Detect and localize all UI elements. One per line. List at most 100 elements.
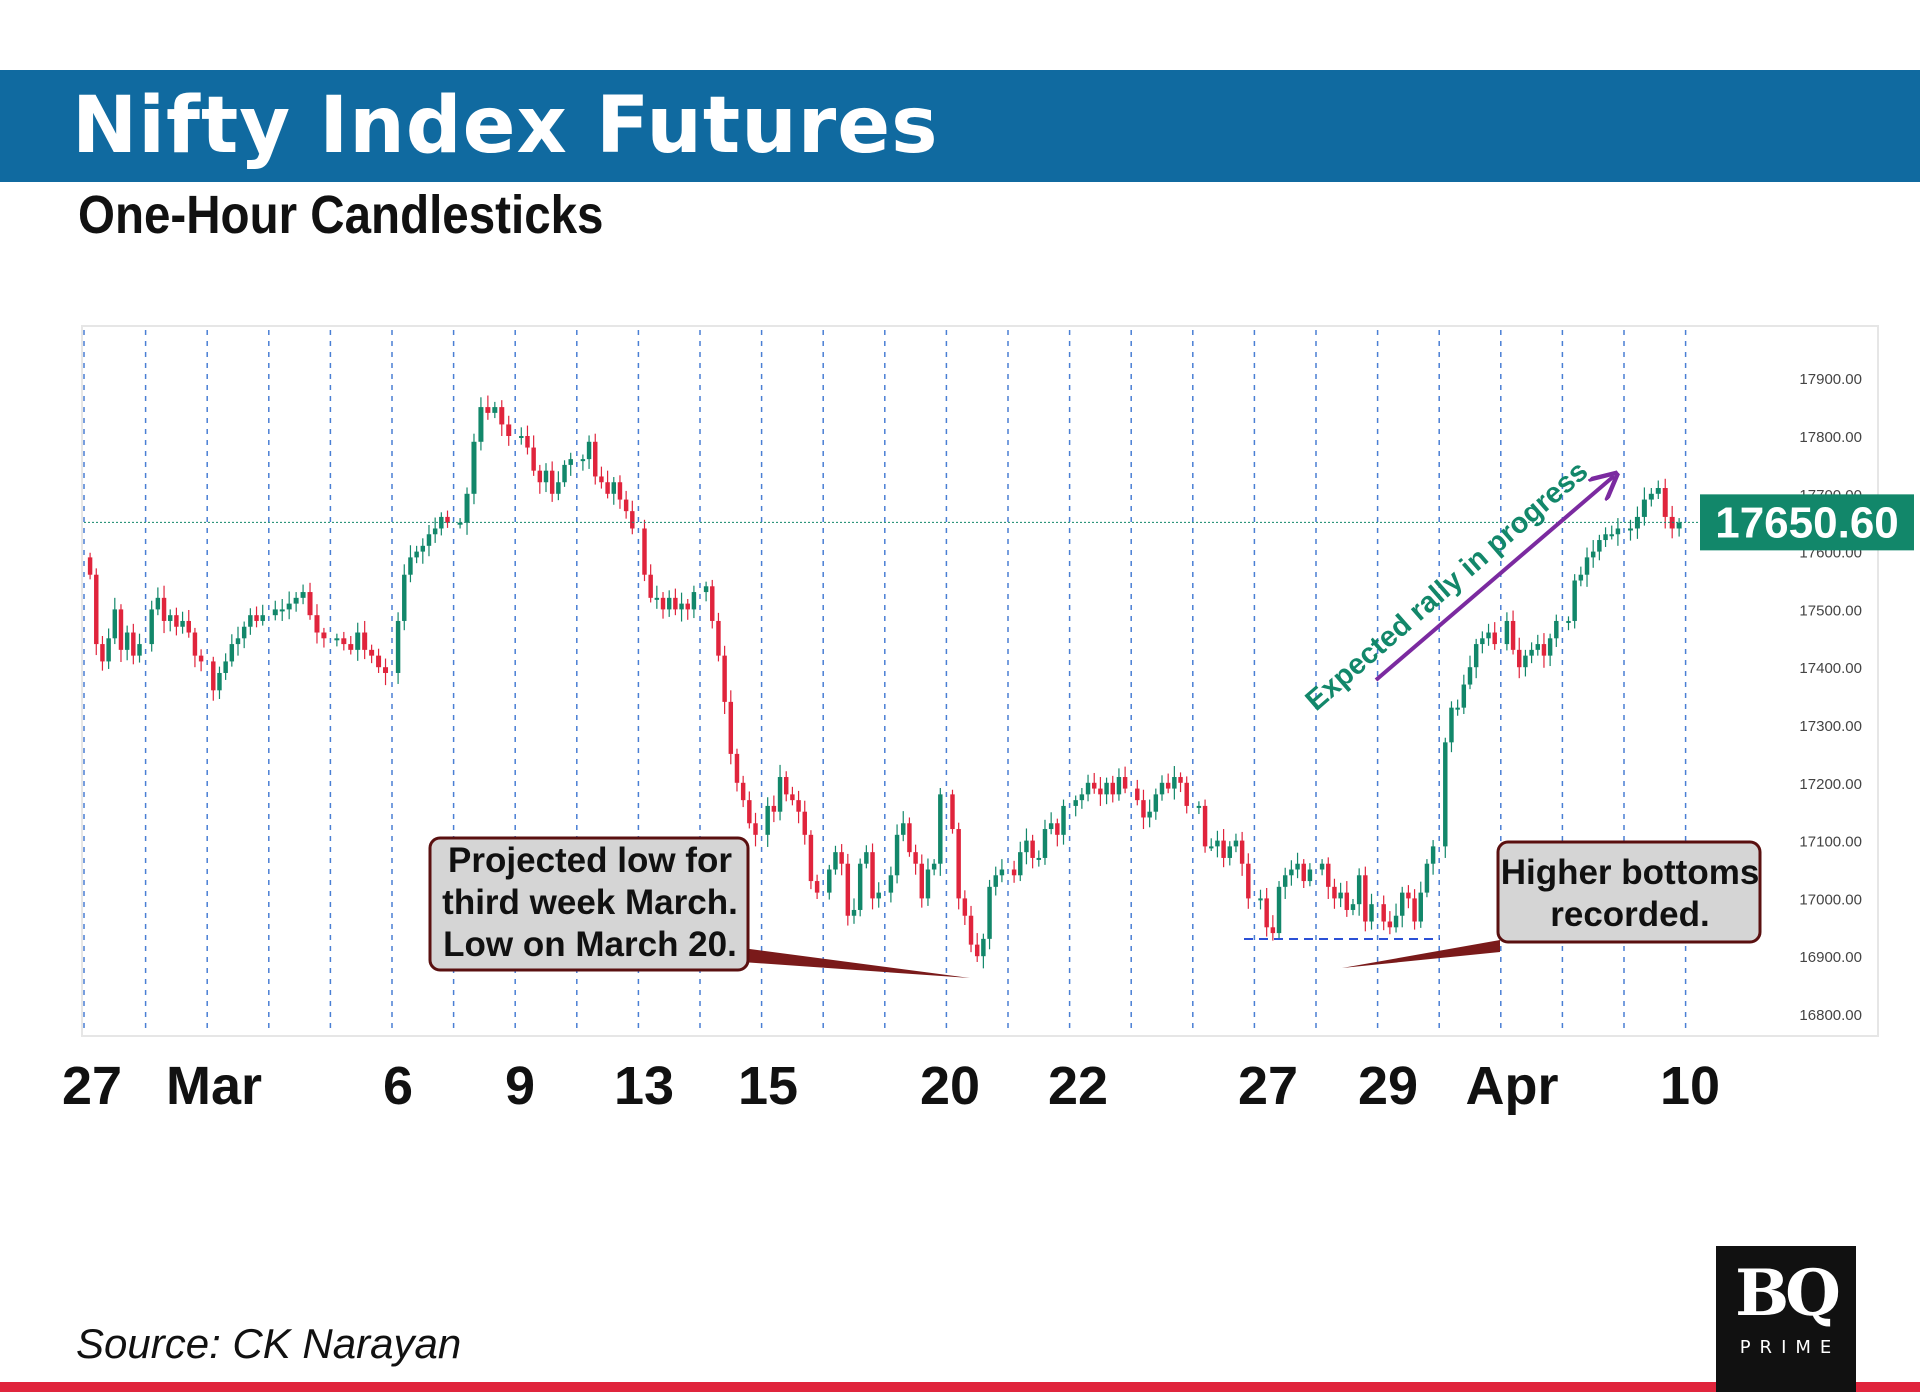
candle xyxy=(660,592,666,619)
candle-body xyxy=(630,511,635,529)
candle-body xyxy=(1332,886,1337,899)
candle xyxy=(1393,903,1399,933)
candle-body xyxy=(1233,840,1239,847)
candle-body xyxy=(839,852,844,864)
candle xyxy=(537,464,543,494)
candle-body xyxy=(492,407,498,413)
candle-body xyxy=(1184,782,1189,806)
candle-body xyxy=(186,620,191,633)
candle-body xyxy=(1141,800,1146,818)
candle xyxy=(1412,889,1417,930)
candle xyxy=(248,608,253,635)
candle-body xyxy=(420,545,426,552)
candle-body xyxy=(506,424,512,436)
candle xyxy=(106,628,111,669)
candle xyxy=(1418,881,1423,928)
candle-body xyxy=(426,534,432,546)
y-tick-label: 17900.00 xyxy=(1799,371,1862,388)
candle xyxy=(1048,812,1054,835)
candle xyxy=(272,600,278,621)
candle xyxy=(1091,772,1097,794)
candle xyxy=(1153,788,1159,820)
candle xyxy=(1332,878,1337,909)
candle xyxy=(1104,777,1109,805)
candle xyxy=(974,933,980,962)
title-bar: Nifty Index Futures xyxy=(0,70,1920,182)
candle xyxy=(420,538,426,564)
candle xyxy=(426,525,432,557)
candle xyxy=(1529,642,1534,664)
candle xyxy=(722,645,727,715)
rally-arrow xyxy=(1374,476,1614,682)
candle-body xyxy=(580,459,586,462)
candle xyxy=(1369,893,1374,930)
candle xyxy=(956,822,961,910)
candle-body xyxy=(279,609,285,612)
candle xyxy=(1289,860,1294,886)
candle xyxy=(685,598,690,620)
candle xyxy=(1467,655,1473,690)
x-tick-label: 22 xyxy=(1048,1056,1108,1116)
candle xyxy=(471,433,477,505)
candle-body xyxy=(611,482,617,494)
candle xyxy=(279,598,285,621)
candle-body xyxy=(286,603,292,610)
candle-body xyxy=(321,632,327,639)
candle xyxy=(217,666,222,699)
candle xyxy=(1209,838,1214,852)
candle-body xyxy=(1073,800,1078,806)
candle xyxy=(383,658,389,686)
candle-body xyxy=(790,794,795,801)
chart-title: Nifty Index Futures xyxy=(72,81,939,171)
candle xyxy=(223,653,228,680)
candle xyxy=(580,454,586,471)
y-tick-label: 17000.00 xyxy=(1799,891,1862,908)
candle xyxy=(1055,818,1060,847)
projected-low-callout xyxy=(428,836,750,972)
last-price-label: 17650.60 xyxy=(1715,498,1899,547)
candle xyxy=(888,866,894,903)
candle-body xyxy=(919,863,925,899)
candle-body xyxy=(593,441,598,477)
candle-body xyxy=(808,834,814,882)
candle-body xyxy=(260,615,265,621)
candle xyxy=(1073,795,1078,817)
candle xyxy=(457,518,463,529)
candle-body xyxy=(1467,667,1473,685)
candle xyxy=(833,845,838,875)
candle xyxy=(1461,674,1467,715)
candle-body xyxy=(402,574,407,621)
candle-body xyxy=(293,597,299,604)
chart-subtitle: One-Hour Candlesticks xyxy=(78,185,604,245)
source-credit: Source: CK Narayan xyxy=(76,1320,462,1367)
candle-body xyxy=(599,476,604,483)
candle xyxy=(642,519,647,582)
candle-body xyxy=(734,753,740,783)
candle-body xyxy=(1018,852,1023,876)
candle-body xyxy=(1061,805,1066,835)
candle xyxy=(519,427,524,445)
candle xyxy=(673,588,678,616)
candle-body xyxy=(223,661,228,673)
x-tick-label: 10 xyxy=(1660,1056,1720,1116)
candle-body xyxy=(161,597,167,621)
y-tick-label: 17400.00 xyxy=(1799,660,1862,677)
candle-body xyxy=(543,470,549,483)
candle-body xyxy=(155,597,161,610)
candle-body xyxy=(1079,794,1085,801)
candle-body xyxy=(796,800,801,812)
candle-body xyxy=(931,863,937,870)
candle xyxy=(1042,819,1048,865)
candle-body xyxy=(112,609,118,639)
candle-body xyxy=(1486,632,1491,639)
y-tick-label: 17200.00 xyxy=(1799,776,1862,793)
candle xyxy=(654,585,660,609)
candle-body xyxy=(1085,782,1091,795)
candle-body xyxy=(913,852,918,864)
candle-body xyxy=(562,464,567,483)
candle-body xyxy=(765,805,770,835)
candle xyxy=(691,585,697,619)
candle-body xyxy=(131,632,136,656)
candle xyxy=(1110,775,1115,803)
